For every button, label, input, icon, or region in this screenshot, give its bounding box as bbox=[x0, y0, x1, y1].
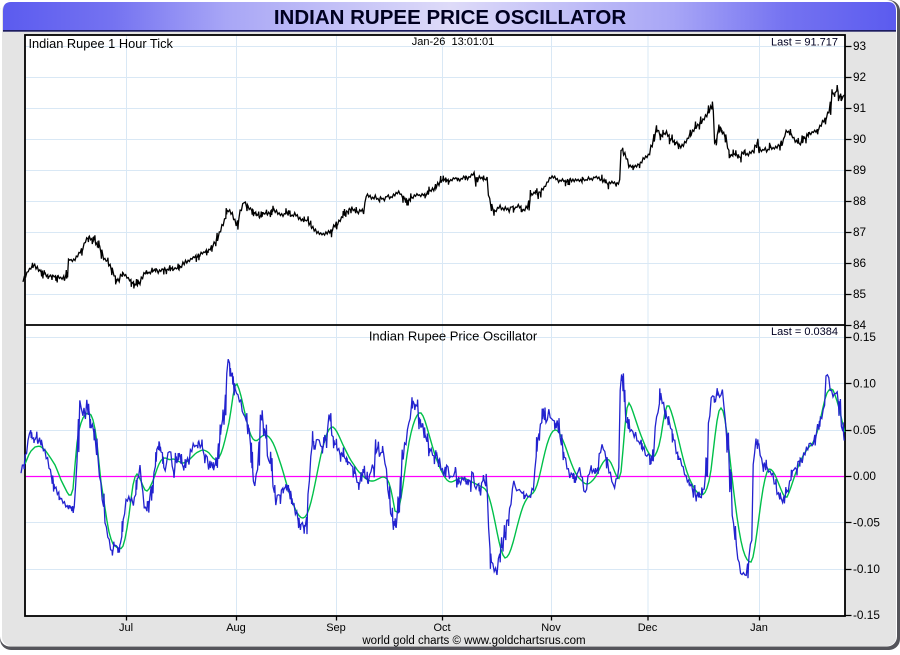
svg-text:89: 89 bbox=[853, 163, 866, 177]
svg-text:Dec: Dec bbox=[638, 622, 658, 634]
svg-text:world gold charts © www.goldch: world gold charts © www.goldchartsrus.co… bbox=[361, 635, 585, 647]
svg-text:90: 90 bbox=[853, 132, 867, 146]
svg-text:Last = 0.0384: Last = 0.0384 bbox=[771, 326, 838, 338]
svg-text:0.15: 0.15 bbox=[853, 330, 876, 344]
svg-text:87: 87 bbox=[853, 225, 866, 239]
svg-text:86: 86 bbox=[853, 256, 867, 270]
svg-text:84: 84 bbox=[853, 318, 867, 332]
svg-text:0.05: 0.05 bbox=[853, 423, 876, 437]
svg-text:92: 92 bbox=[853, 70, 866, 84]
svg-text:-0.15: -0.15 bbox=[853, 608, 880, 622]
svg-text:INDIAN RUPEE PRICE OSCILLATOR: INDIAN RUPEE PRICE OSCILLATOR bbox=[274, 6, 627, 29]
svg-text:Nov: Nov bbox=[541, 622, 561, 634]
svg-text:Indian Rupee Price Oscillator: Indian Rupee Price Oscillator bbox=[369, 329, 538, 344]
svg-text:Aug: Aug bbox=[226, 622, 246, 634]
svg-text:Sep: Sep bbox=[326, 622, 346, 634]
svg-text:-0.05: -0.05 bbox=[853, 516, 880, 530]
svg-text:Jan-26 13:01:01: Jan-26 13:01:01 bbox=[412, 36, 495, 48]
svg-text:Jan: Jan bbox=[750, 622, 768, 634]
svg-text:Last = 91.717: Last = 91.717 bbox=[771, 37, 838, 49]
svg-text:93: 93 bbox=[853, 39, 867, 53]
svg-text:-0.10: -0.10 bbox=[853, 562, 880, 576]
svg-text:Indian Rupee 1 Hour Tick: Indian Rupee 1 Hour Tick bbox=[29, 36, 174, 51]
svg-text:Oct: Oct bbox=[433, 622, 450, 634]
svg-text:0.10: 0.10 bbox=[853, 377, 876, 391]
svg-text:Jul: Jul bbox=[119, 622, 133, 634]
svg-text:85: 85 bbox=[853, 287, 867, 301]
svg-text:0.00: 0.00 bbox=[853, 469, 876, 483]
svg-text:91: 91 bbox=[853, 101, 866, 115]
svg-text:88: 88 bbox=[853, 194, 867, 208]
